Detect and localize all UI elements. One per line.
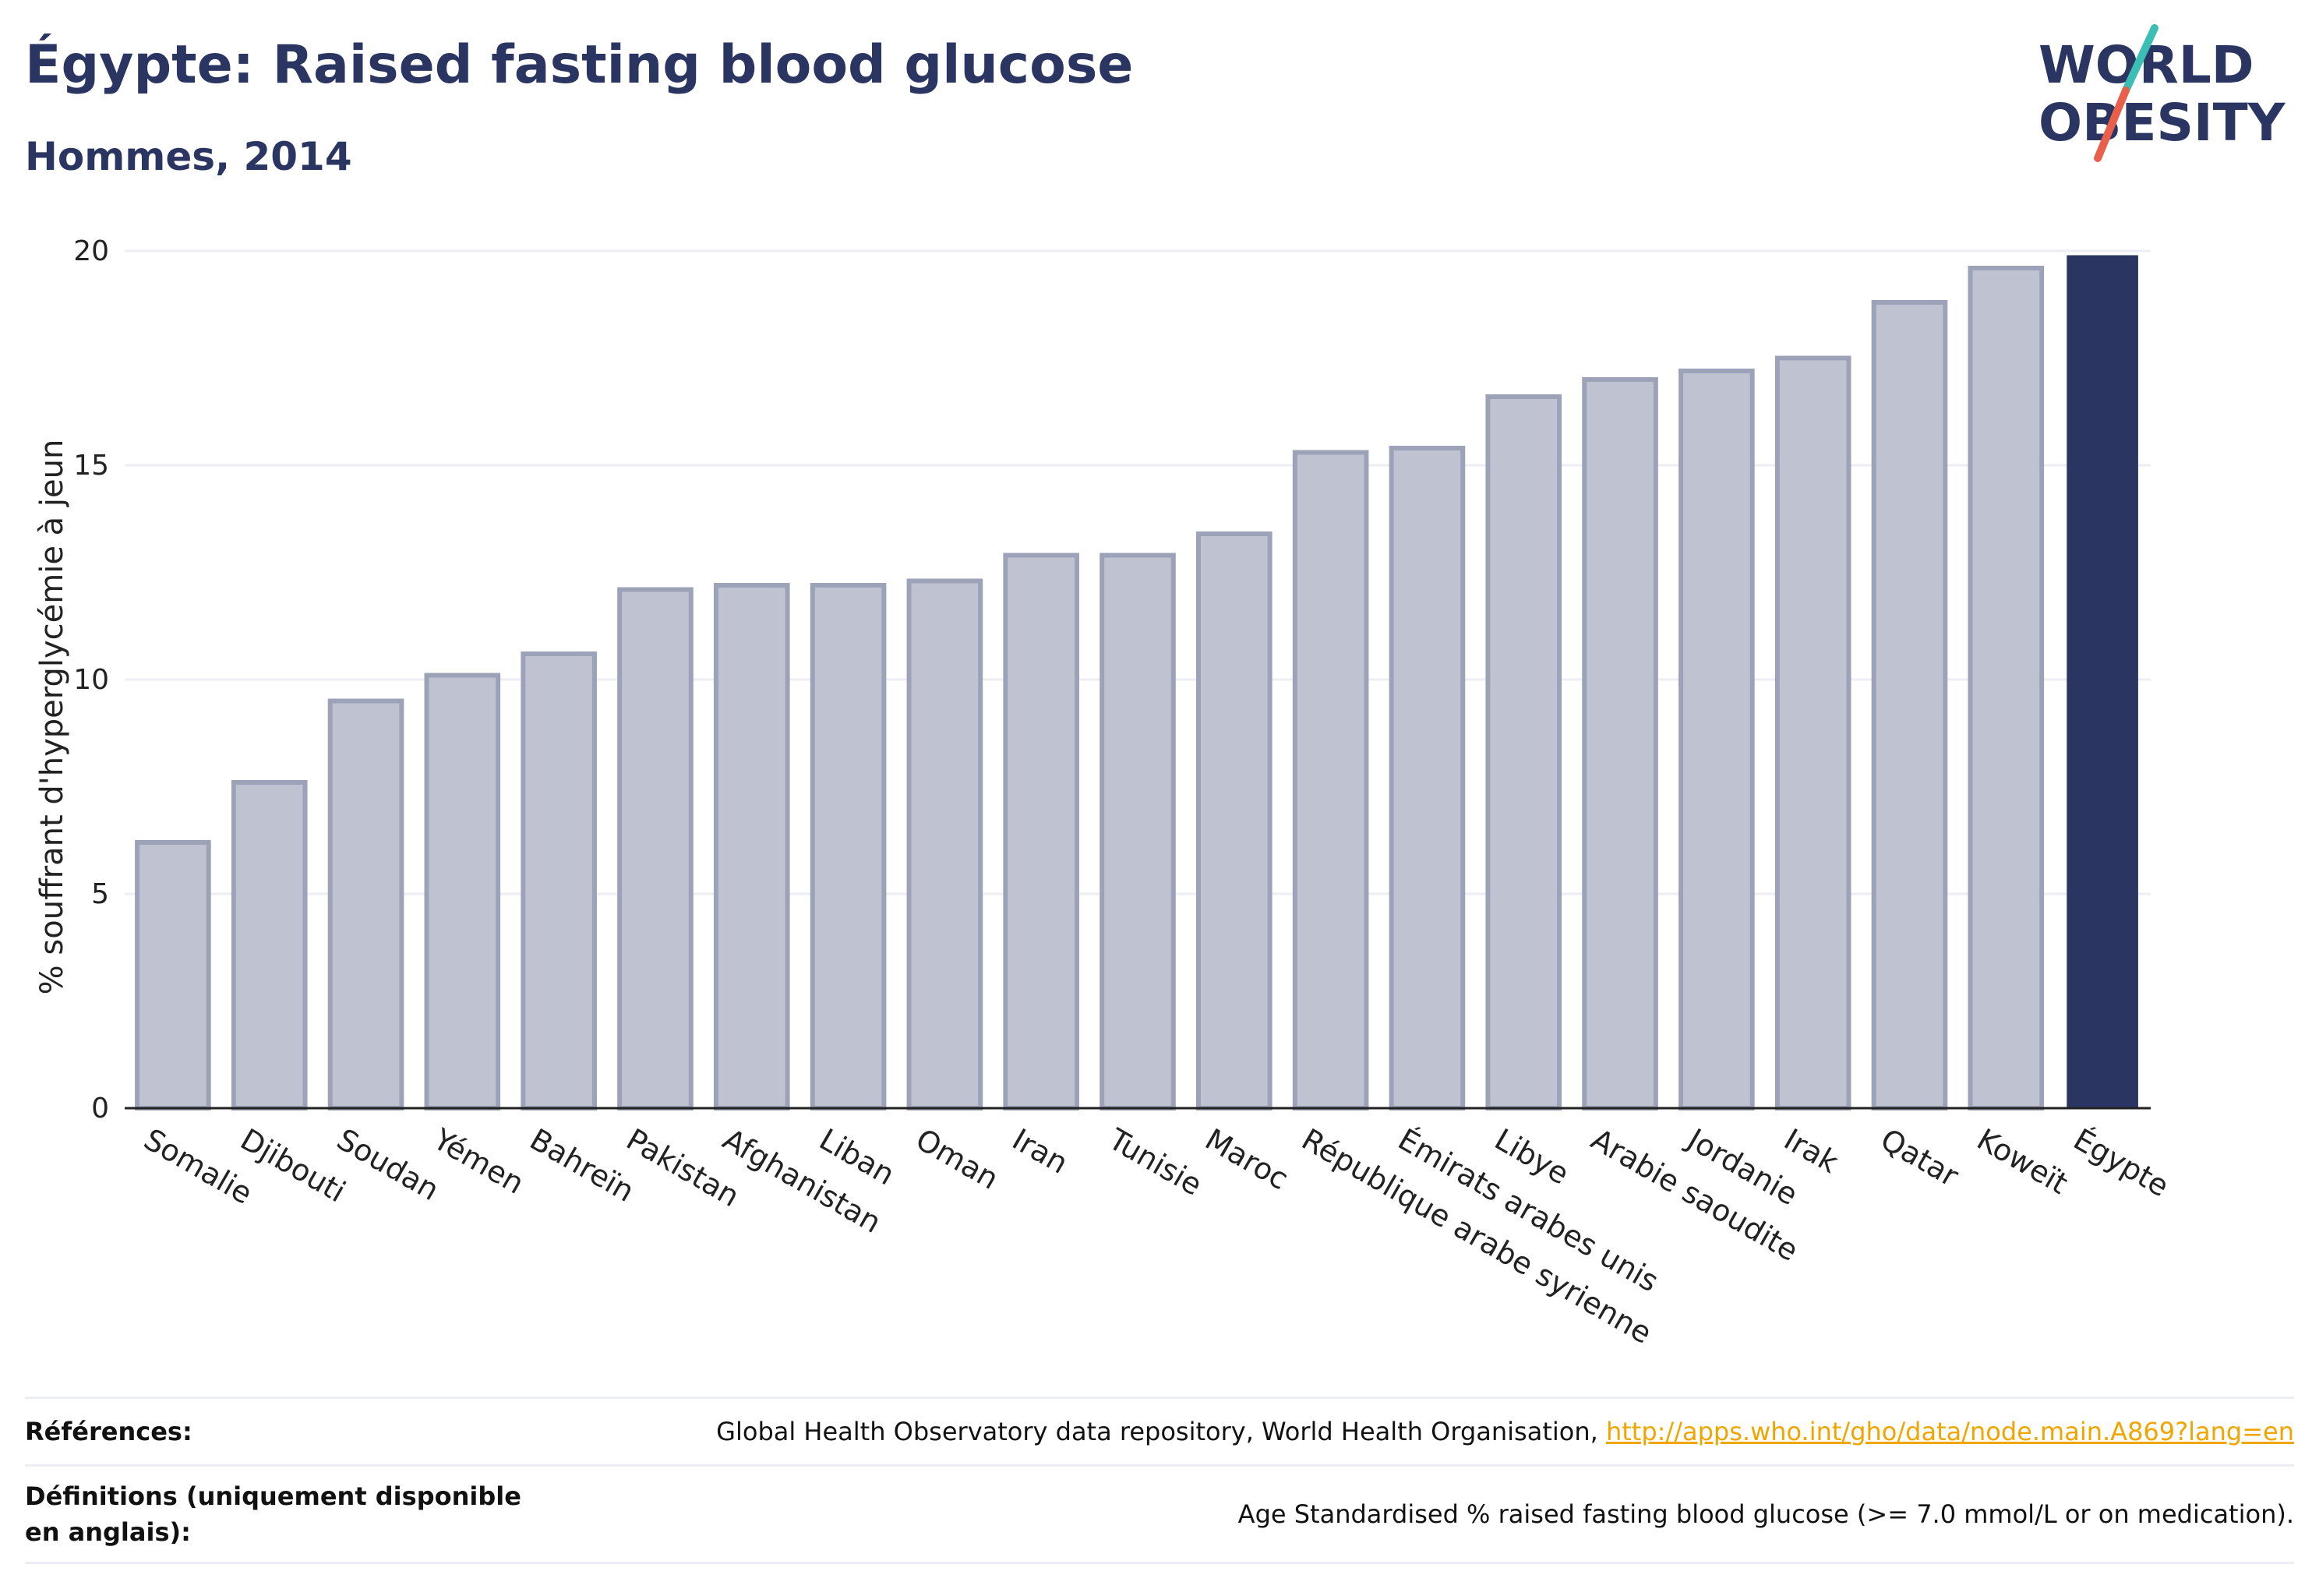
bar-irak[interactable] [1774,355,1851,1110]
bar-libye[interactable] [1485,394,1562,1110]
bar-r-publique-arabe-syrienne[interactable] [1292,450,1369,1110]
references-text: Global Health Observatory data repositor… [716,1417,1598,1446]
x-tick-label: Yémen [427,1121,530,1201]
definitions-row: Définitions (uniquement disponible en an… [25,1464,2294,1564]
bar--mirats-arabes-unis[interactable] [1389,446,1466,1110]
references-label: Références: [25,1417,192,1446]
x-tick-label: Tunisie [1103,1121,1208,1202]
x-tick-label: Irak [1778,1122,1844,1180]
logo-line2: OBESITY [2038,93,2286,153]
y-axis-label: % souffrant d'hyperglycémie à jeun [34,440,70,995]
x-tick-label: Égypte [2068,1122,2175,1204]
bars [135,255,2138,1110]
y-tick-label: 20 [73,235,109,267]
logo-slash-teal [2122,24,2159,94]
bar-oman[interactable] [906,578,983,1110]
y-tick-label: 15 [73,450,109,482]
bar-tunisie[interactable] [1100,553,1176,1110]
definitions-label: Définitions (uniquement disponible en an… [25,1481,521,1547]
x-tick-label: Qatar [1875,1122,1964,1194]
bar-djibouti[interactable] [231,780,308,1110]
x-tick-label: Bahreïn [524,1122,641,1209]
chart-title: Égypte: Raised fasting blood glucose [25,34,1134,96]
bar-pakistan[interactable] [617,587,694,1110]
x-tick-label: Koweït [1971,1122,2074,1201]
bar-arabie-saoudite[interactable] [1582,377,1658,1110]
x-tick-label: Soudan [331,1122,445,1208]
references-value: Global Health Observatory data repositor… [716,1414,2294,1449]
y-tick-label: 5 [91,878,109,910]
x-tick-label: Somalie [138,1122,258,1211]
bar-qatar[interactable] [1871,300,1948,1110]
logo-slash-coral [2094,87,2130,162]
bar-somalie[interactable] [135,840,211,1110]
bar-soudan[interactable] [327,698,404,1110]
x-tick-label: Djibouti [235,1122,351,1209]
bar-liban[interactable] [810,583,887,1110]
bar-y-men[interactable] [424,673,501,1110]
y-tick-label: 10 [73,664,109,696]
bar-afghanistan[interactable] [713,583,790,1110]
bar-jordanie[interactable] [1678,369,1755,1110]
bar--gypte[interactable] [2067,255,2138,1109]
chart-subtitle: Hommes, 2014 [25,134,352,179]
references-row: Références: Global Health Observatory da… [25,1396,2294,1464]
x-tick-label: Maroc [1199,1122,1294,1197]
footer-table: Références: Global Health Observatory da… [25,1396,2294,1564]
bar-maroc[interactable] [1196,531,1273,1110]
y-tick-label: 0 [91,1093,109,1125]
references-link[interactable]: http://apps.who.int/gho/data/node.main.A… [1605,1417,2294,1446]
x-tick-label: Oman [910,1122,1004,1196]
definitions-text: Age Standardised % raised fasting blood … [1237,1499,2294,1529]
bar-bahre-n[interactable] [521,651,597,1110]
world-obesity-logo: WORLD OBESITY [2038,24,2286,162]
x-tick-label: Iran [1007,1122,1074,1181]
bar-kowe-t[interactable] [1968,266,2045,1110]
bar-iran[interactable] [1003,553,1080,1110]
bar-chart: 0 5 10 15 20 SomalieDjiboutiSoudanYémenBahreï… [34,235,2175,1351]
